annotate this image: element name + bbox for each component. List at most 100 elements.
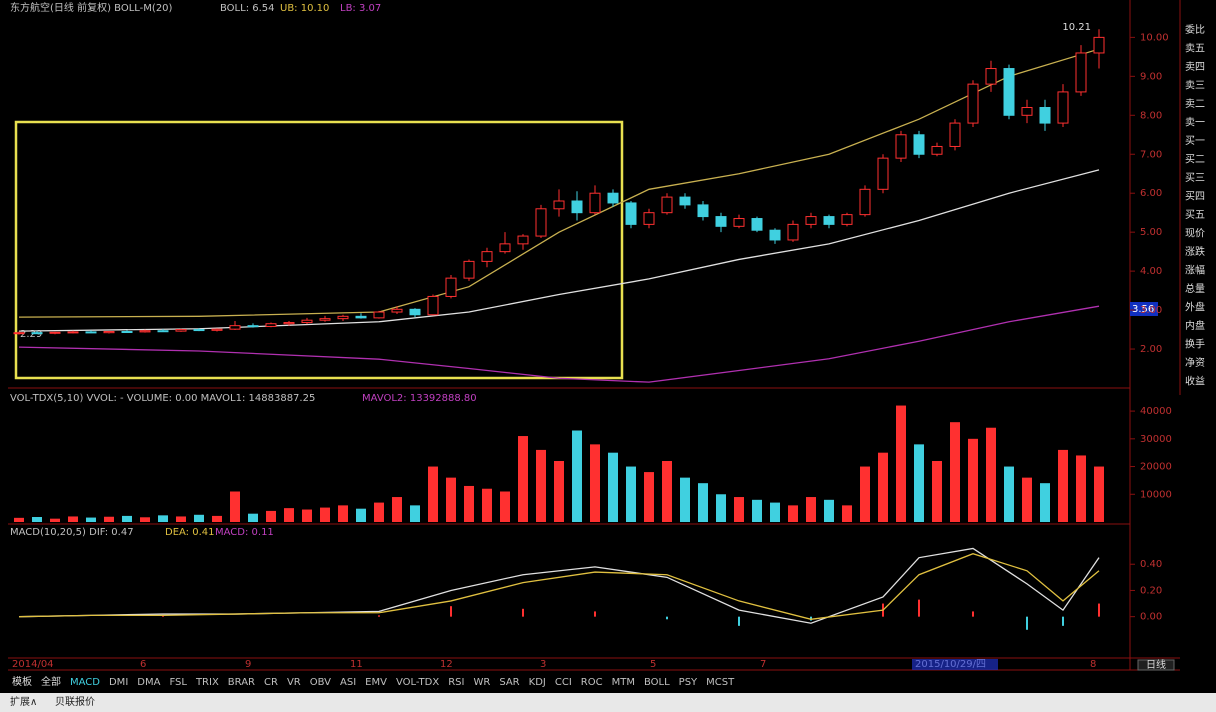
volume-bar: [1040, 483, 1050, 522]
volume-bar: [860, 466, 870, 522]
tab[interactable]: ROC: [581, 677, 603, 688]
volume-bar: [266, 510, 276, 522]
tab[interactable]: KDJ: [529, 677, 546, 688]
candle-body: [67, 331, 79, 334]
sidebar-label: 现价: [1185, 228, 1205, 240]
volume-bar: [230, 491, 240, 522]
period-box: [1137, 659, 1175, 671]
volume-bar: [752, 499, 762, 522]
volume-bar: [716, 494, 726, 522]
y-tick-label: 3.00: [1140, 305, 1162, 316]
sidebar-label: 买三: [1185, 172, 1205, 184]
macd-bar: [666, 616, 668, 620]
volume-bar: [1094, 466, 1104, 522]
tab[interactable]: 模板: [12, 675, 32, 688]
tab[interactable]: RSI: [448, 677, 464, 688]
volume-bar: [824, 499, 834, 522]
macd-header: MACD(10,20,5) DIF: 0.47: [10, 527, 134, 538]
volume-bar: [806, 497, 816, 522]
volume-bar: [626, 466, 636, 522]
y-tick-label: 10.00: [1140, 32, 1169, 43]
candle-body: [319, 318, 331, 321]
volume-bar: [572, 430, 582, 522]
volume-bar: [194, 514, 204, 522]
tab[interactable]: ASI: [340, 677, 356, 688]
macd-bar: [972, 611, 974, 617]
candle-body: [895, 134, 907, 159]
sidebar-label: 卖三: [1185, 80, 1205, 92]
tab[interactable]: BOLL: [644, 677, 670, 688]
tab[interactable]: MTM: [612, 677, 635, 688]
volume-bar: [338, 505, 348, 522]
tab[interactable]: FSL: [169, 677, 187, 688]
volume-bar: [482, 488, 492, 522]
macd-value: MACD: 0.11: [215, 527, 274, 538]
boll-line: [18, 305, 1100, 383]
tab[interactable]: MACD: [70, 677, 100, 688]
candle-body: [229, 325, 241, 330]
y-tick-label: 0.40: [1140, 559, 1162, 570]
candle-body: [1093, 36, 1105, 54]
y-tick-label: 40000: [1140, 406, 1172, 417]
candle-body: [697, 204, 709, 218]
candle-body: [571, 200, 583, 214]
tab[interactable]: BRAR: [228, 677, 255, 688]
volume-bar: [104, 516, 114, 522]
sidebar-label: 买五: [1185, 209, 1205, 221]
tab[interactable]: 全部: [41, 675, 61, 688]
volume-bar: [770, 502, 780, 522]
tab[interactable]: SAR: [499, 677, 519, 688]
volume-bar: [1058, 449, 1068, 522]
volume-bar: [698, 483, 708, 522]
tab[interactable]: CCI: [555, 677, 572, 688]
macd-bar: [162, 615, 164, 617]
candle-body: [121, 331, 133, 334]
candle-body: [265, 323, 277, 327]
tab[interactable]: WR: [473, 677, 490, 688]
volume-bar: [680, 477, 690, 522]
footer-item[interactable]: 扩展∧: [10, 695, 37, 708]
volume-bar: [896, 405, 906, 522]
volume-bar: [446, 477, 456, 522]
footer-bar: [0, 693, 1216, 712]
volume-bar: [968, 438, 978, 522]
tab[interactable]: DMI: [109, 677, 128, 688]
candle-body: [373, 311, 385, 319]
date-label: 2014/04: [12, 659, 54, 670]
date-label: 7: [760, 659, 766, 670]
tab[interactable]: EMV: [365, 677, 387, 688]
period[interactable]: 日线: [1146, 658, 1166, 671]
tab[interactable]: DMA: [137, 677, 160, 688]
tab[interactable]: VOL-TDX: [396, 677, 439, 688]
candle-body: [751, 218, 763, 231]
volume-bar: [410, 505, 420, 522]
sidebar-label: 卖五: [1185, 43, 1205, 55]
candle-body: [247, 325, 259, 328]
candle-body: [85, 331, 97, 334]
candle-body: [13, 332, 25, 335]
volume-header: VOL-TDX(5,10) VVOL: - VOLUME: 0.00 MAVOL…: [10, 393, 315, 404]
tab[interactable]: VR: [287, 677, 301, 688]
date-highlight: [912, 659, 998, 670]
volume-bar: [932, 461, 942, 522]
candle-body: [301, 319, 313, 324]
tab[interactable]: TRIX: [195, 677, 219, 688]
volume-bar: [212, 515, 222, 522]
candle-body: [445, 277, 457, 297]
candle-body: [625, 202, 637, 225]
y-tick-label: 8.00: [1140, 110, 1162, 121]
frame: [8, 0, 1181, 671]
tab[interactable]: PSY: [679, 677, 698, 688]
date-label: 12: [440, 659, 453, 670]
tab[interactable]: MCST: [706, 677, 735, 688]
candle-body: [823, 216, 835, 225]
candle-body: [193, 329, 205, 332]
y-tick-label: 20000: [1140, 462, 1172, 473]
sidebar-label: 卖二: [1185, 98, 1205, 110]
footer-item[interactable]: 贝联报价: [55, 695, 95, 708]
macd-line: [18, 553, 1100, 620]
tab[interactable]: CR: [264, 677, 278, 688]
tab[interactable]: OBV: [310, 677, 331, 688]
y-tick-label: 2.00: [1140, 344, 1162, 355]
